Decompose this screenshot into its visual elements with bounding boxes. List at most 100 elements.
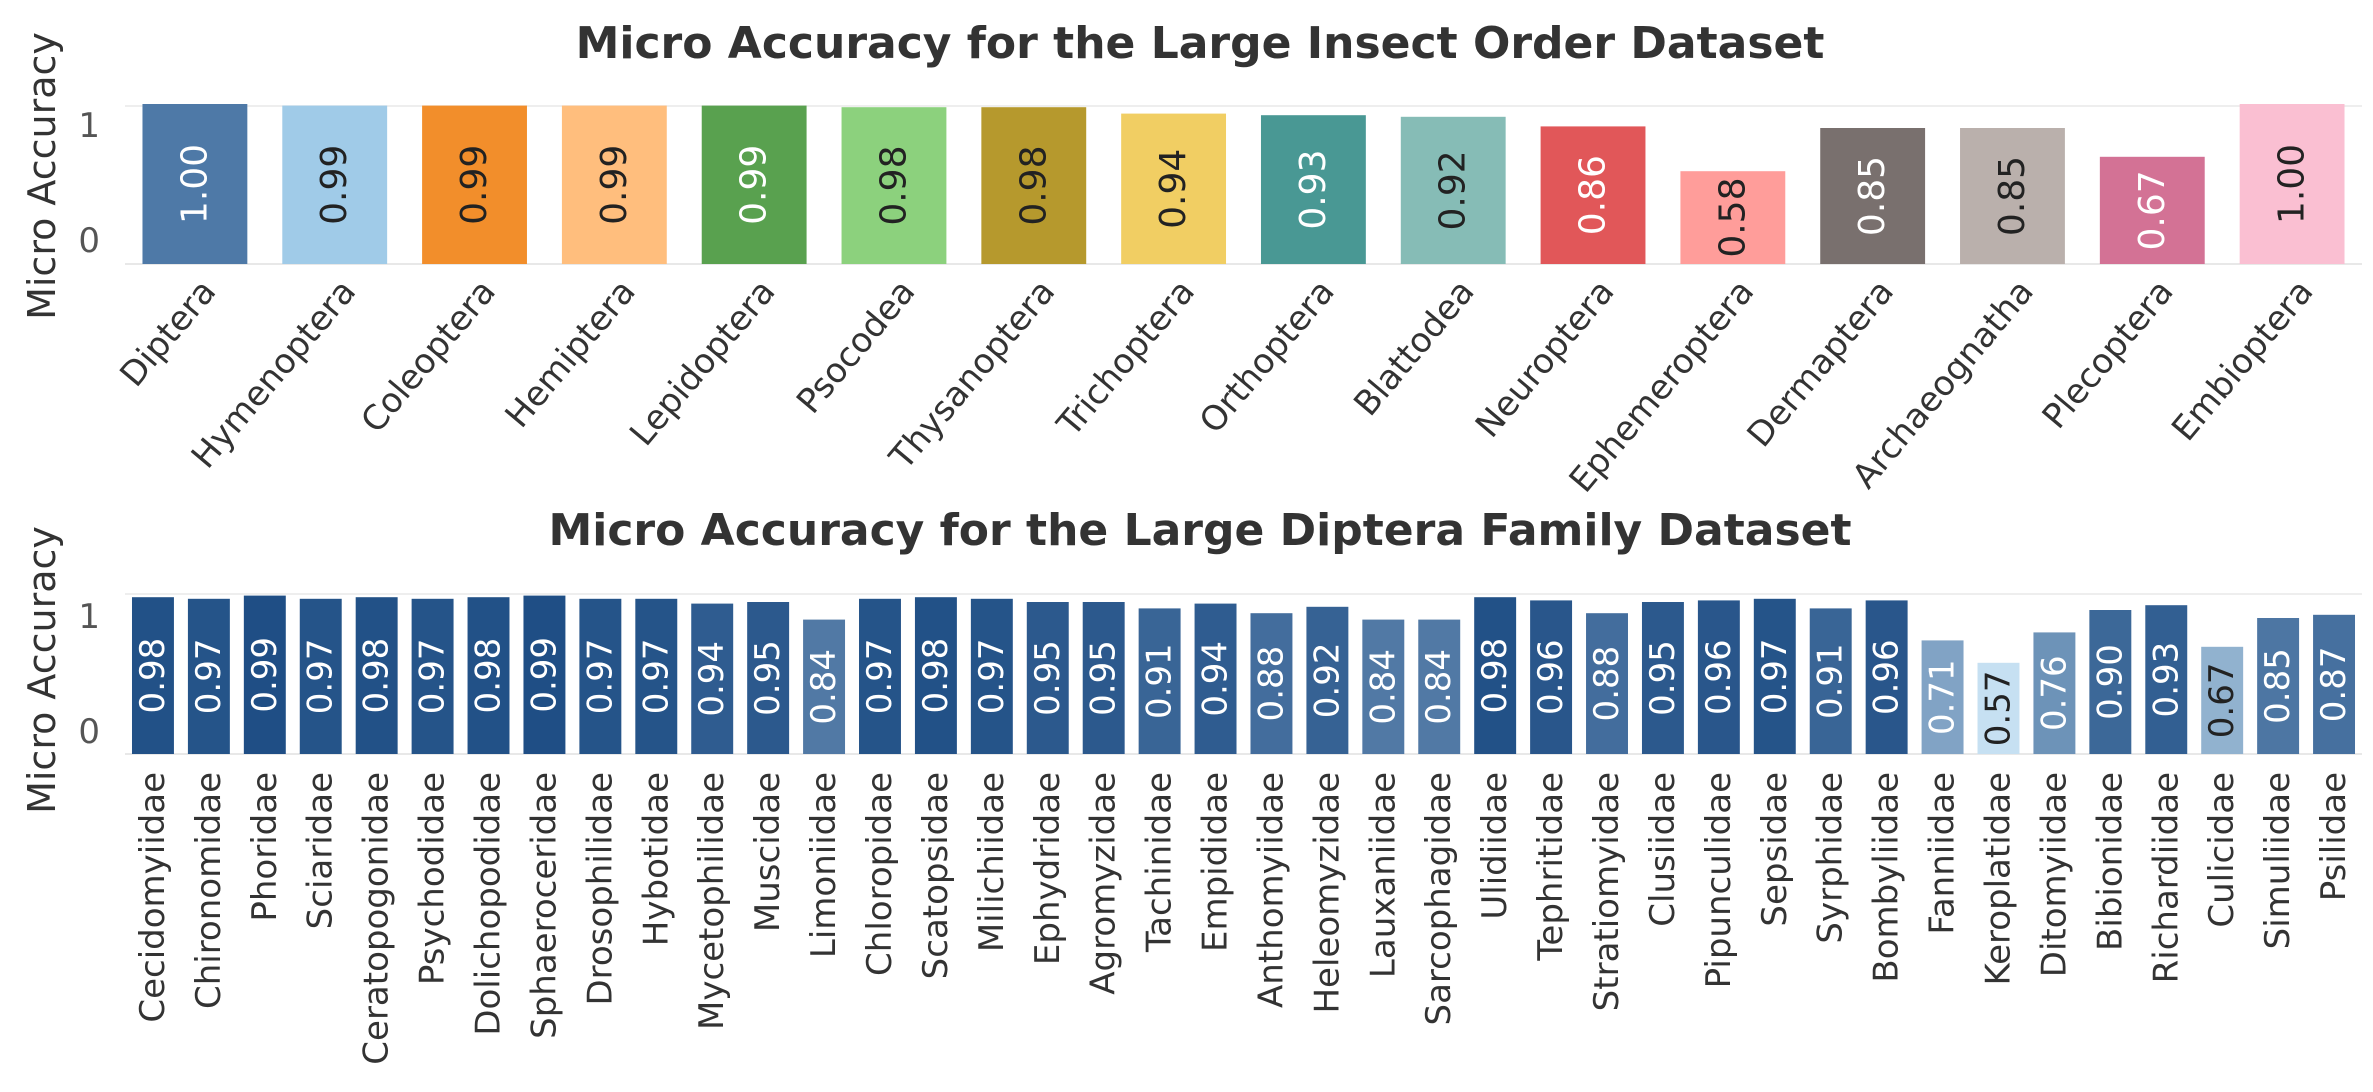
bar-syrphidae bbox=[1809, 608, 1852, 754]
bar-blattodea bbox=[1400, 116, 1506, 264]
chart2-x-tick-labels: Cecidomyiidae Chironomidae Phoridae Sciarid… bbox=[133, 772, 2354, 1065]
bar-ditomyiidae bbox=[2033, 632, 2076, 754]
x-tick-sciaridae: Sciaridae bbox=[301, 772, 341, 929]
bar-value-label-sepsidae: 0.97 bbox=[1755, 639, 1795, 715]
x-tick-culicidae: Culicidae bbox=[2202, 772, 2242, 928]
bar-coleoptera bbox=[422, 105, 527, 264]
x-tick-blattodea: Blattodea bbox=[1346, 272, 1482, 424]
bar-empididae bbox=[1194, 603, 1237, 754]
x-tick-ceratopogonidae: Ceratopogonidae bbox=[357, 772, 397, 1065]
x-tick-ephydridae: Ephydridae bbox=[1028, 772, 1068, 965]
bar-hemiptera bbox=[561, 105, 667, 264]
chart2-title: Micro Accuracy for the Large Diptera Fam… bbox=[548, 505, 1851, 556]
bar-orthoptera bbox=[1260, 115, 1366, 264]
bar-dermaptera bbox=[1820, 128, 1926, 264]
bar-agromyzidae bbox=[1082, 602, 1125, 754]
x-tick-chironomidae: Chironomidae bbox=[189, 772, 229, 1009]
x-tick-cecidomyiidae: Cecidomyiidae bbox=[133, 772, 173, 1023]
bar-value-label-empididae: 0.94 bbox=[1196, 641, 1236, 717]
x-tick-coleoptera: Coleoptera bbox=[353, 272, 503, 440]
bar-psychodidae bbox=[411, 598, 454, 754]
bar-keroplatidae bbox=[1977, 662, 2020, 754]
x-tick-dermaptera: Dermaptera bbox=[1740, 272, 1902, 455]
chart2-ytick-1: 1 bbox=[78, 597, 100, 637]
x-tick-bibionidae: Bibionidae bbox=[2090, 772, 2130, 951]
x-tick-stratiomyidae: Stratiomyidae bbox=[1587, 772, 1627, 1011]
x-tick-bombyliidae: Bombyliidae bbox=[1867, 772, 1907, 983]
chart2-bars: 0.98 0.97 0.99 0.97 0.98 0.97 0.98 0.99 0.97 0.97… bbox=[131, 595, 2356, 754]
bar-embioptera bbox=[2239, 104, 2345, 264]
bar-lepidoptera bbox=[701, 105, 807, 264]
bar-archaeognatha bbox=[1960, 128, 2065, 264]
insect-order-chart: Micro Accuracy for the Large Insect Orde… bbox=[20, 18, 2362, 500]
bar-clusiidae bbox=[1641, 602, 1684, 754]
bar-value-label-dermaptera: 0.85 bbox=[1852, 156, 1893, 236]
x-tick-syrphidae: Syrphidae bbox=[1811, 772, 1851, 944]
bar-dolichopodidae bbox=[467, 597, 510, 754]
x-tick-anthomyiidae: Anthomyiidae bbox=[1251, 772, 1291, 1008]
bar-value-label-richardiidae: 0.93 bbox=[2146, 642, 2186, 718]
x-tick-ditomyiidae: Ditomyiidae bbox=[2034, 772, 2074, 977]
x-tick-richardiidae: Richardiidae bbox=[2146, 772, 2186, 983]
x-tick-lepidoptera: Lepidoptera bbox=[622, 272, 783, 453]
bar-value-label-bibionidae: 0.90 bbox=[2090, 644, 2130, 720]
bar-richardiidae bbox=[2145, 605, 2188, 754]
bar-value-label-phoridae: 0.99 bbox=[245, 637, 285, 713]
bar-value-label-chironomidae: 0.97 bbox=[189, 639, 229, 715]
bar-value-label-ephydridae: 0.95 bbox=[1028, 640, 1068, 716]
chart2-ytick-0: 0 bbox=[78, 712, 100, 752]
x-tick-ulidiidae: Ulidiidae bbox=[1475, 772, 1515, 920]
bar-fanniidae bbox=[1921, 640, 1964, 754]
x-tick-simuliidae: Simuliidae bbox=[2258, 772, 2298, 949]
bar-muscidae bbox=[747, 602, 790, 754]
bar-hybotidae bbox=[635, 598, 678, 754]
bar-value-label-muscidae: 0.95 bbox=[748, 640, 788, 716]
x-tick-keroplatidae: Keroplatidae bbox=[1978, 772, 2018, 986]
x-tick-scatopsidae: Scatopsidae bbox=[916, 772, 956, 979]
bar-lauxaniidae bbox=[1362, 619, 1405, 754]
bar-hymenoptera bbox=[282, 105, 388, 264]
bar-value-label-ditomyiidae: 0.76 bbox=[2034, 655, 2074, 731]
x-tick-psilidae: Psilidae bbox=[2314, 772, 2354, 901]
x-tick-agromyzidae: Agromyzidae bbox=[1084, 772, 1124, 995]
bar-phoridae bbox=[243, 595, 286, 754]
bar-value-label-dolichopodidae: 0.98 bbox=[469, 638, 509, 714]
bar-value-label-syrphidae: 0.91 bbox=[1811, 643, 1851, 719]
bar-value-label-embioptera: 1.00 bbox=[2272, 144, 2313, 224]
bar-value-label-psilidae: 0.87 bbox=[2314, 647, 2354, 723]
bar-psilidae bbox=[2313, 614, 2356, 754]
bar-heleomyzidae bbox=[1306, 606, 1349, 754]
chart1-ytick-0: 0 bbox=[78, 221, 100, 261]
bar-value-label-fanniidae: 0.71 bbox=[1923, 659, 1963, 735]
chart1-title: Micro Accuracy for the Large Insect Orde… bbox=[576, 18, 1825, 69]
bar-value-label-archaeognatha: 0.85 bbox=[1992, 156, 2033, 236]
bar-value-label-stratiomyidae: 0.88 bbox=[1587, 646, 1627, 722]
bar-value-label-simuliidae: 0.85 bbox=[2258, 648, 2298, 724]
bar-value-label-heleomyzidae: 0.92 bbox=[1307, 643, 1347, 719]
x-tick-hemiptera: Hemiptera bbox=[498, 272, 644, 435]
bar-sciaridae bbox=[299, 598, 342, 754]
bar-trichoptera bbox=[1121, 113, 1227, 264]
bar-value-label-hemiptera: 0.99 bbox=[594, 145, 635, 225]
x-tick-sarcophagidae: Sarcophagidae bbox=[1419, 772, 1459, 1025]
x-tick-hybotidae: Hybotidae bbox=[636, 772, 676, 946]
bar-limoniidae bbox=[803, 619, 846, 754]
x-tick-plecoptera: Plecoptera bbox=[2035, 272, 2182, 436]
bar-value-label-diptera: 1.00 bbox=[174, 144, 215, 224]
x-tick-sphaeroceridae: Sphaeroceridae bbox=[524, 772, 564, 1039]
chart2-y-axis-label: Micro Accuracy bbox=[20, 526, 64, 814]
x-tick-empididae: Empididae bbox=[1196, 772, 1236, 952]
bar-value-label-cecidomyiidae: 0.98 bbox=[133, 638, 173, 714]
bar-thysanoptera bbox=[981, 107, 1087, 264]
bar-value-label-culicidae: 0.67 bbox=[2202, 663, 2242, 739]
bar-value-label-sciaridae: 0.97 bbox=[301, 639, 341, 715]
bar-value-label-thysanoptera: 0.98 bbox=[1013, 146, 1054, 226]
bar-value-label-ephemeroptera: 0.58 bbox=[1712, 178, 1753, 258]
bar-value-label-ulidiidae: 0.98 bbox=[1475, 638, 1515, 714]
x-tick-pipunculidae: Pipunculidae bbox=[1699, 772, 1739, 988]
chart1-y-axis-label: Micro Accuracy bbox=[20, 32, 64, 320]
bar-bombyliidae bbox=[1865, 600, 1908, 754]
bar-ephemeroptera bbox=[1680, 171, 1786, 264]
bar-value-label-drosophilidae: 0.97 bbox=[580, 639, 620, 715]
